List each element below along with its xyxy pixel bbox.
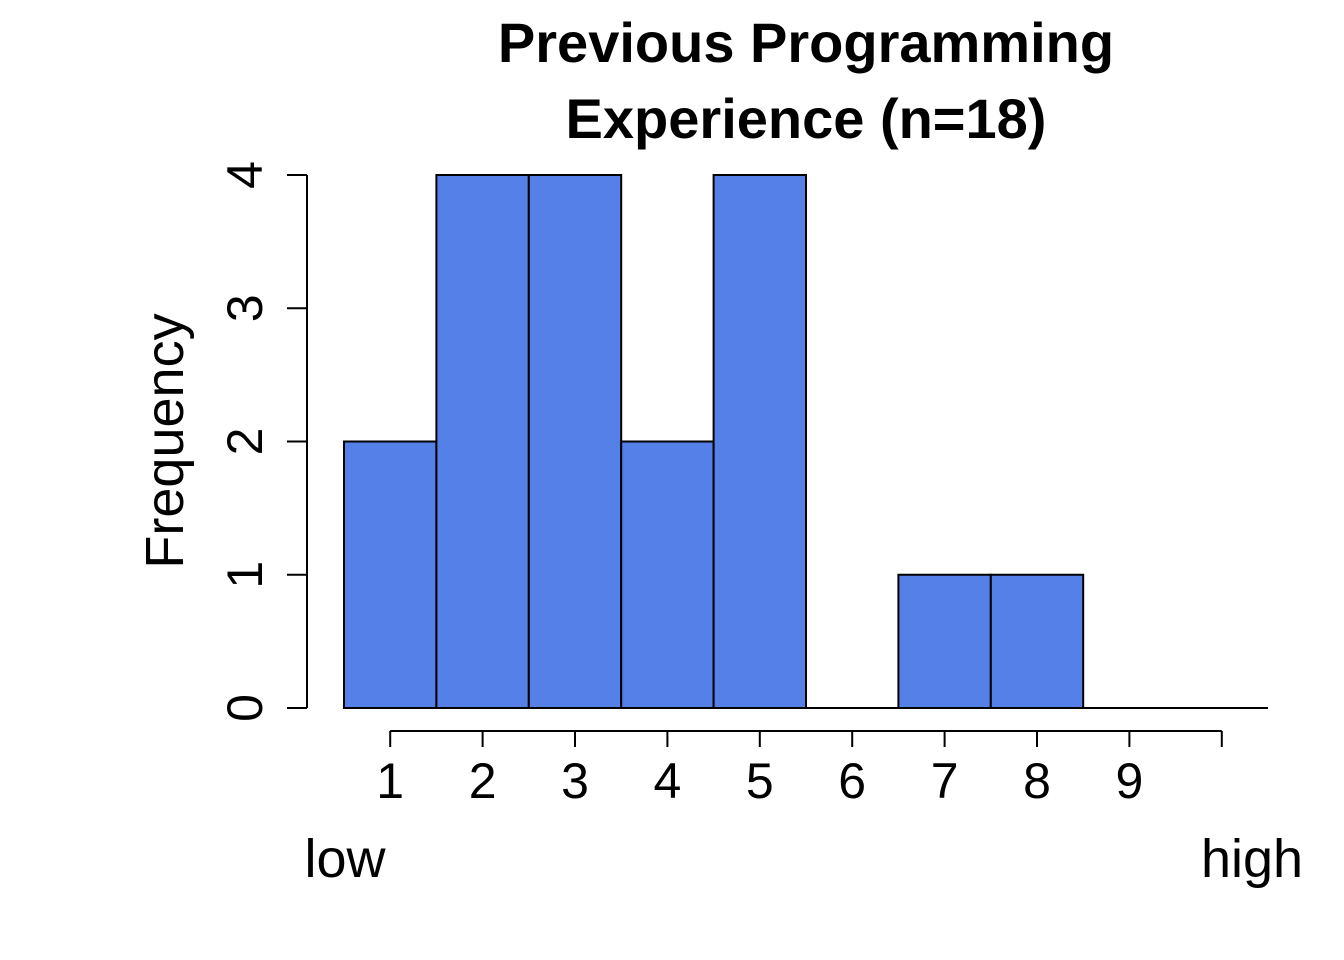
bar-4	[620, 440, 715, 709]
x-tick-label-6: 6	[838, 753, 866, 809]
x-label-high: high	[1201, 829, 1303, 889]
y-axis: 0 1 2 3 4	[217, 161, 308, 722]
x-tick-label-8: 8	[1023, 753, 1051, 809]
x-tick-label-5: 5	[746, 753, 774, 809]
y-tick-label-1: 1	[217, 561, 273, 589]
bars	[343, 174, 1085, 709]
chart-title-line-1: Previous Programming	[498, 11, 1114, 74]
x-axis: 1 2 3 4 5 6 7 8 9	[376, 730, 1223, 809]
bar-1	[343, 440, 438, 709]
y-tick-label-2: 2	[217, 428, 273, 456]
x-tick-label-3: 3	[561, 753, 589, 809]
x-tick-label-9: 9	[1115, 753, 1143, 809]
x-tick-label-1: 1	[376, 753, 404, 809]
y-tick-label-3: 3	[217, 294, 273, 322]
bar-2	[435, 174, 530, 709]
y-axis-label: Frequency	[135, 313, 195, 568]
x-label-low: low	[304, 829, 386, 889]
chart-title: Previous Programming Experience (n=18)	[498, 11, 1114, 150]
x-tick-label-4: 4	[653, 753, 681, 809]
bar-7	[897, 573, 992, 709]
x-tick-label-2: 2	[469, 753, 497, 809]
bar-3	[527, 174, 623, 709]
chart-title-line-2: Experience (n=18)	[566, 87, 1047, 150]
bar-5	[712, 174, 807, 709]
x-tick-label-7: 7	[931, 753, 959, 809]
bar-8	[989, 573, 1085, 709]
y-tick-label-4: 4	[217, 161, 273, 189]
y-tick-label-0: 0	[217, 694, 273, 722]
